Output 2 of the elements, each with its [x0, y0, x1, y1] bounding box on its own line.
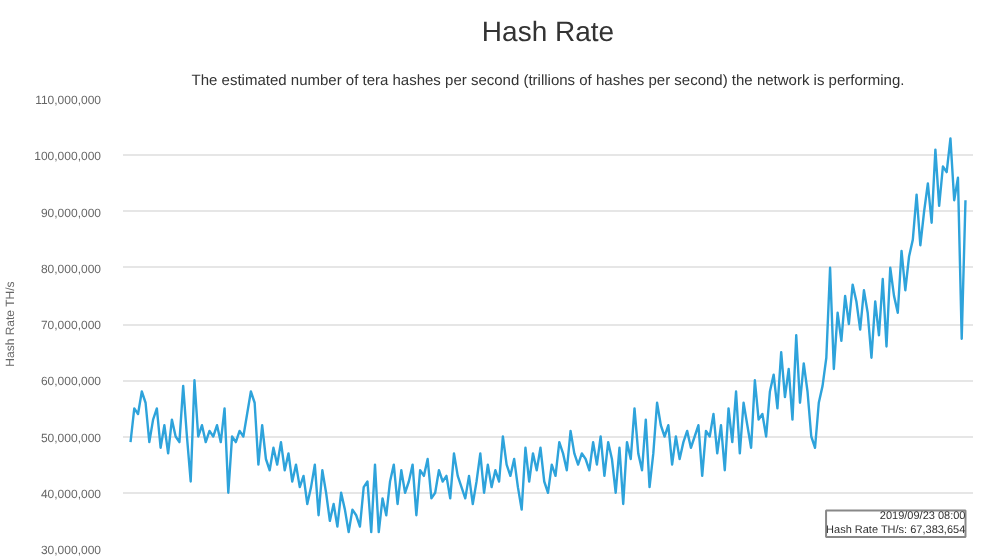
line-series: [129, 137, 967, 534]
chart-title: Hash Rate: [481, 15, 615, 47]
